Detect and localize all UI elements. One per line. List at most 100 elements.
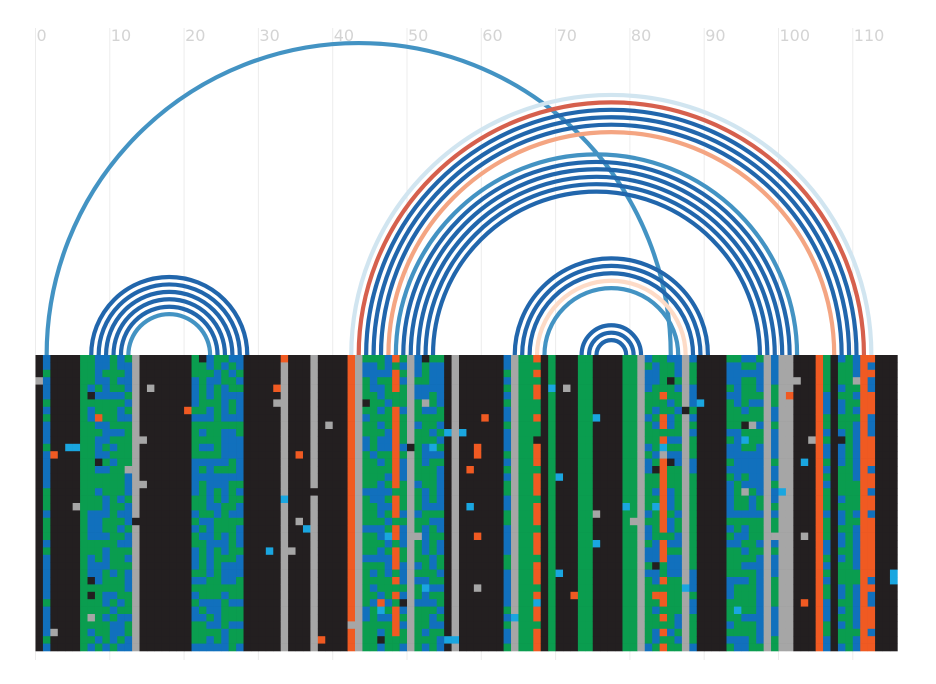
heatmap-cell-58-8 <box>466 414 475 422</box>
heatmap-cell-110-20 <box>852 503 861 511</box>
heatmap-cell-31-27 <box>265 554 274 563</box>
heatmap-cell-98-18 <box>763 488 772 496</box>
heatmap-cell-107-5 <box>830 392 839 400</box>
heatmap-cell-6-15 <box>80 466 88 474</box>
heatmap-cell-99-20 <box>771 503 779 511</box>
heatmap-cell-53-32 <box>429 591 438 600</box>
heatmap-cell-81-20 <box>637 503 646 511</box>
heatmap-cell-25-22 <box>221 517 229 526</box>
heatmap-cell-110-21 <box>852 510 861 519</box>
heatmap-cell-19-4 <box>176 384 185 393</box>
heatmap-cell-97-33 <box>756 599 764 607</box>
heatmap-cell-16-14 <box>154 458 163 467</box>
heatmap-cell-50-5 <box>407 392 415 400</box>
heatmap-cell-37-12 <box>310 443 319 452</box>
heatmap-cell-15-15 <box>146 466 155 474</box>
heatmap-cell-101-3 <box>785 377 794 385</box>
heatmap-cell-96-3 <box>748 377 757 385</box>
heatmap-cell-10-39 <box>109 643 118 652</box>
heatmap-cell-72-10 <box>570 429 579 437</box>
heatmap-cell-37-23 <box>310 525 319 533</box>
heatmap-cell-100-11 <box>778 436 787 445</box>
heatmap-cell-50-32 <box>407 591 415 600</box>
heatmap-cell-10-31 <box>109 584 118 593</box>
heatmap-cell-7-28 <box>87 562 96 570</box>
heatmap-cell-97-37 <box>756 628 764 637</box>
heatmap-cell-40-13 <box>332 451 341 459</box>
heatmap-cell-113-14 <box>875 458 883 467</box>
heatmap-cell-18-30 <box>169 577 177 585</box>
heatmap-cell-78-19 <box>615 495 623 504</box>
heatmap-cell-80-6 <box>629 399 638 408</box>
heatmap-cell-104-19 <box>808 495 816 504</box>
heatmap-cell-115-9 <box>889 421 898 430</box>
heatmap-cell-49-29 <box>399 569 408 578</box>
heatmap-cell-42-28 <box>347 562 356 570</box>
heatmap-cell-33-15 <box>280 466 289 474</box>
heatmap-cell-72-39 <box>570 643 579 652</box>
heatmap-cell-100-14 <box>778 458 787 467</box>
heatmap-cell-68-28 <box>540 562 549 570</box>
heatmap-cell-109-17 <box>845 480 854 489</box>
heatmap-cell-111-1 <box>860 362 868 371</box>
heatmap-cell-54-28 <box>436 562 445 570</box>
heatmap-cell-89-39 <box>696 643 705 652</box>
heatmap-cell-108-28 <box>837 562 846 570</box>
heatmap-cell-92-26 <box>719 547 727 556</box>
heatmap-cell-12-34 <box>124 606 133 615</box>
heatmap-cell-7-13 <box>87 451 96 459</box>
heatmap-cell-86-9 <box>674 421 683 430</box>
heatmap-cell-40-16 <box>332 473 341 482</box>
heatmap-cell-70-37 <box>555 628 564 637</box>
heatmap-cell-112-33 <box>867 599 876 607</box>
heatmap-cell-13-16 <box>132 473 140 482</box>
heatmap-cell-114-39 <box>882 643 891 652</box>
heatmap-cell-61-13 <box>488 451 497 459</box>
heatmap-cell-92-15 <box>719 466 727 474</box>
heatmap-cell-19-19 <box>176 495 185 504</box>
heatmap-cell-17-15 <box>161 466 170 474</box>
heatmap-cell-104-31 <box>808 584 816 593</box>
heatmap-cell-79-38 <box>622 636 631 644</box>
heatmap-cell-34-4 <box>288 384 296 393</box>
heatmap-cell-81-8 <box>637 414 646 422</box>
heatmap-cell-76-4 <box>600 384 608 393</box>
heatmap-cell-31-10 <box>265 429 274 437</box>
heatmap-cell-15-36 <box>146 621 155 630</box>
heatmap-cell-11-13 <box>117 451 125 459</box>
heatmap-cell-29-16 <box>250 473 259 482</box>
heatmap-cell-38-2 <box>317 369 326 378</box>
heatmap-cell-47-32 <box>384 591 393 600</box>
heatmap-cell-75-15 <box>592 466 601 474</box>
heatmap-cell-103-5 <box>800 392 809 400</box>
heatmap-cell-98-34 <box>763 606 772 615</box>
heatmap-cell-94-0 <box>733 355 742 363</box>
heatmap-cell-56-32 <box>451 591 460 600</box>
heatmap-cell-54-16 <box>436 473 445 482</box>
heatmap-cell-111-21 <box>860 510 868 519</box>
heatmap-cell-11-39 <box>117 643 125 652</box>
heatmap-cell-70-26 <box>555 547 564 556</box>
heatmap-cell-1-2 <box>42 369 51 378</box>
heatmap-cell-82-17 <box>644 480 653 489</box>
heatmap-cell-102-36 <box>793 621 802 630</box>
heatmap-cell-43-14 <box>354 458 363 467</box>
heatmap-cell-112-30 <box>867 577 876 585</box>
heatmap-cell-19-12 <box>176 443 185 452</box>
heatmap-cell-95-8 <box>741 414 750 422</box>
heatmap-cell-4-5 <box>65 392 73 400</box>
heatmap-cell-96-29 <box>748 569 757 578</box>
heatmap-cell-98-33 <box>763 599 772 607</box>
heatmap-cell-75-26 <box>592 547 601 556</box>
heatmap-cell-35-7 <box>295 406 304 415</box>
heatmap-cell-42-34 <box>347 606 356 615</box>
heatmap-cell-113-6 <box>875 399 883 408</box>
heatmap-cell-20-38 <box>184 636 192 644</box>
heatmap-cell-45-6 <box>369 399 378 408</box>
heatmap-cell-55-5 <box>444 392 452 400</box>
heatmap-cell-54-20 <box>436 503 445 511</box>
heatmap-cell-115-36 <box>889 621 898 630</box>
heatmap-cell-40-28 <box>332 562 341 570</box>
heatmap-cell-67-12 <box>533 443 542 452</box>
heatmap-cell-10-2 <box>109 369 118 378</box>
